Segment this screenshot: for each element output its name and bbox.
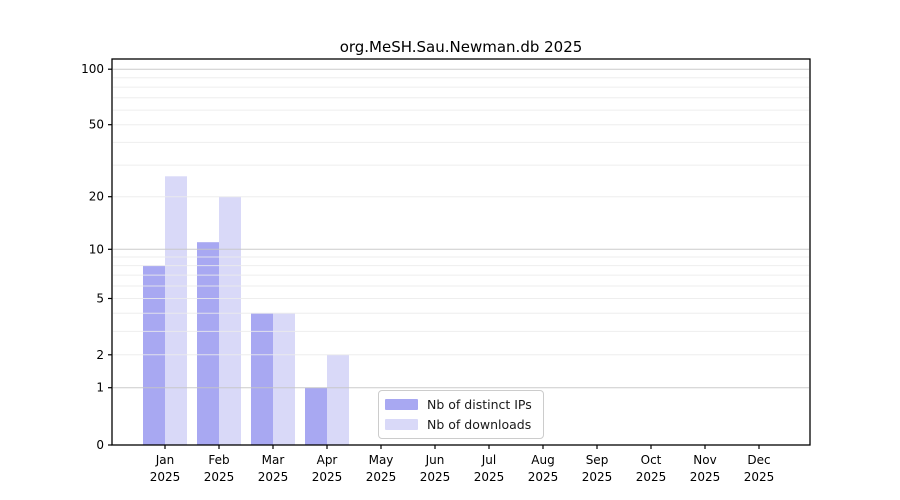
x-tick-label-year-jun: 2025 bbox=[420, 470, 451, 484]
legend-label-downloads: Nb of downloads bbox=[427, 417, 532, 432]
x-tick-label-year-sep: 2025 bbox=[582, 470, 613, 484]
x-tick-label-year-nov: 2025 bbox=[690, 470, 721, 484]
bar-mar-distinct-ips bbox=[251, 313, 273, 445]
legend: Nb of distinct IPs Nb of downloads bbox=[378, 390, 544, 439]
y-tick-label-0: 0 bbox=[96, 438, 104, 452]
chart-title: org.MeSH.Sau.Newman.db 2025 bbox=[339, 38, 583, 56]
x-tick-label-month-jul: Jul bbox=[481, 453, 496, 467]
x-tick-label-year-jul: 2025 bbox=[474, 470, 505, 484]
x-tick-label-month-may: May bbox=[369, 453, 394, 467]
legend-item-downloads: Nb of downloads bbox=[385, 417, 533, 432]
x-tick-label-year-apr: 2025 bbox=[312, 470, 343, 484]
legend-swatch-distinct-ips bbox=[385, 399, 418, 410]
y-tick-label-20: 20 bbox=[89, 190, 104, 204]
x-tick-label-year-jan: 2025 bbox=[150, 470, 181, 484]
y-tick-label-10: 10 bbox=[89, 242, 104, 256]
x-tick-label-month-jan: Jan bbox=[155, 453, 175, 467]
x-tick-label-year-may: 2025 bbox=[366, 470, 397, 484]
bar-jan-downloads bbox=[165, 176, 187, 446]
x-tick-label-year-aug: 2025 bbox=[528, 470, 559, 484]
y-tick-label-5: 5 bbox=[96, 292, 104, 306]
legend-label-distinct-ips: Nb of distinct IPs bbox=[427, 397, 532, 412]
y-tick-label-2: 2 bbox=[96, 348, 104, 362]
x-tick-label-year-feb: 2025 bbox=[204, 470, 235, 484]
y-tick-label-1: 1 bbox=[96, 381, 104, 395]
legend-item-distinct-ips: Nb of distinct IPs bbox=[385, 397, 533, 412]
x-tick-label-month-aug: Aug bbox=[531, 453, 554, 467]
bar-mar-downloads bbox=[273, 313, 295, 445]
x-tick-label-month-mar: Mar bbox=[262, 453, 285, 467]
x-tick-label-month-oct: Oct bbox=[641, 453, 662, 467]
x-tick-label-year-oct: 2025 bbox=[636, 470, 667, 484]
x-tick-label-month-jun: Jun bbox=[425, 453, 445, 467]
x-tick-label-month-nov: Nov bbox=[693, 453, 716, 467]
bar-apr-distinct-ips bbox=[305, 387, 327, 445]
bar-feb-distinct-ips bbox=[197, 242, 219, 445]
x-tick-label-month-sep: Sep bbox=[586, 453, 609, 467]
x-tick-label-month-apr: Apr bbox=[317, 453, 338, 467]
bar-apr-downloads bbox=[327, 354, 349, 445]
x-tick-label-month-feb: Feb bbox=[208, 453, 229, 467]
bar-feb-downloads bbox=[219, 196, 241, 445]
x-tick-label-year-dec: 2025 bbox=[744, 470, 775, 484]
legend-swatch-downloads bbox=[385, 419, 418, 430]
y-tick-label-50: 50 bbox=[89, 118, 104, 132]
y-tick-label-100: 100 bbox=[81, 62, 104, 76]
plot-frame bbox=[111, 58, 811, 446]
x-tick-label-month-dec: Dec bbox=[747, 453, 770, 467]
x-tick-label-year-mar: 2025 bbox=[258, 470, 289, 484]
